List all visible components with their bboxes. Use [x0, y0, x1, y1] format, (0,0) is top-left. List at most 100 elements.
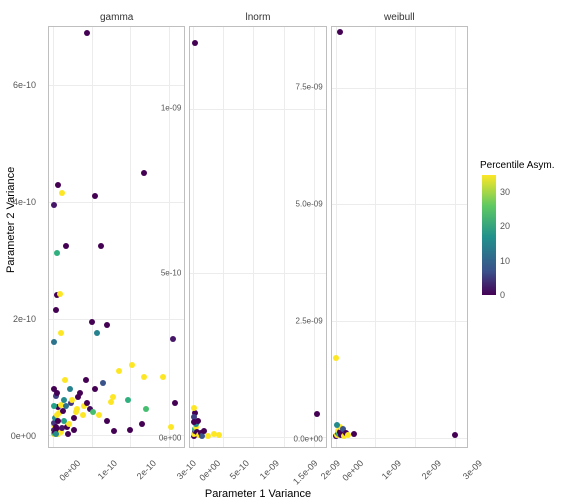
x-tick-label: 5e-10 [228, 458, 251, 481]
scatter-point [53, 424, 59, 430]
scatter-point [160, 374, 166, 380]
colorbar-tick: 10 [500, 256, 510, 266]
scatter-point [129, 362, 135, 368]
y-tick-label: 6e-10 [13, 80, 36, 90]
grid-vertical [253, 27, 254, 447]
scatter-point [116, 368, 122, 374]
facets-container: gamma0e+002e-104e-106e-100e+001e-102e-10… [48, 10, 468, 448]
scatter-point [314, 411, 320, 417]
grid-vertical [169, 27, 170, 447]
y-tick-label: 2e-10 [13, 314, 36, 324]
scatter-point [55, 182, 61, 188]
x-tick-label: 1e-10 [96, 458, 119, 481]
scatter-point [57, 291, 63, 297]
x-tick-label: 3e-10 [174, 458, 197, 481]
scatter-point [54, 250, 60, 256]
grid-horizontal [332, 438, 467, 439]
x-axis-label: Parameter 1 Variance [48, 488, 468, 500]
scatter-point [80, 412, 86, 418]
scatter-point [83, 377, 89, 383]
facet-gamma: gamma0e+002e-104e-106e-100e+001e-102e-10… [48, 10, 185, 448]
scatter-point [191, 419, 197, 425]
scatter-point [94, 330, 100, 336]
chart-area: gamma0e+002e-104e-106e-100e+001e-102e-10… [48, 10, 468, 448]
scatter-point [51, 403, 57, 409]
scatter-point [141, 374, 147, 380]
colorbar-gradient [482, 175, 496, 295]
scatter-point [337, 29, 343, 35]
x-tick-label: 1.5e-09 [291, 458, 320, 487]
x-tick-label: 3e-09 [461, 458, 484, 481]
scatter-point [67, 386, 73, 392]
x-tick-label: 2e-09 [319, 458, 342, 481]
panel [48, 26, 185, 448]
scatter-point [139, 421, 145, 427]
colorbar-tick: 30 [500, 187, 510, 197]
scatter-point [125, 397, 131, 403]
scatter-point [65, 431, 71, 437]
scatter-point [51, 202, 57, 208]
x-tick-label: 1e-09 [258, 458, 281, 481]
x-tick-label: 0e+00 [57, 458, 82, 483]
grid-vertical [193, 27, 194, 447]
grid-horizontal [332, 321, 467, 322]
colorbar-tick: 20 [500, 221, 510, 231]
facet-title: gamma [48, 10, 185, 26]
panel [331, 26, 468, 448]
scatter-point [53, 431, 59, 437]
scatter-point [333, 355, 339, 361]
y-tick-label: 7.5e-09 [296, 82, 323, 91]
scatter-point [100, 380, 106, 386]
scatter-point [110, 394, 116, 400]
grid-vertical [130, 27, 131, 447]
x-tick-label: 0e+00 [198, 458, 223, 483]
scatter-point [89, 319, 95, 325]
grid-vertical [415, 27, 416, 447]
grid-horizontal [332, 204, 467, 205]
scatter-point [62, 377, 68, 383]
y-tick-label: 2.5e-09 [296, 317, 323, 326]
panel-wrap: 0e+002e-104e-106e-100e+001e-102e-103e-10 [48, 26, 185, 448]
facet-title: lnorm [189, 10, 326, 26]
scatter-point [51, 339, 57, 345]
scatter-point [71, 427, 77, 433]
facet-title: weibull [331, 10, 468, 26]
grid-horizontal [49, 202, 184, 203]
scatter-point [96, 412, 102, 418]
scatter-point [71, 415, 77, 421]
scatter-point [98, 243, 104, 249]
y-axis-label: Parameter 2 Variance [4, 10, 18, 430]
scatter-point [216, 432, 222, 438]
panel-wrap: 0.0e+002.5e-095.0e-097.5e-090e+001e-092e… [331, 26, 468, 448]
scatter-point [63, 403, 69, 409]
grid-vertical [223, 27, 224, 447]
scatter-point [58, 330, 64, 336]
y-tick-label: 5e-10 [161, 269, 181, 278]
x-tick-label: 0e+00 [340, 458, 365, 483]
legend-title: Percentile Asym. [480, 160, 570, 171]
grid-vertical [284, 27, 285, 447]
y-tick-label: 4e-10 [13, 197, 36, 207]
scatter-point [111, 428, 117, 434]
scatter-point [104, 418, 110, 424]
grid-vertical [92, 27, 93, 447]
y-tick-label: 5.0e-09 [296, 200, 323, 209]
scatter-point [92, 193, 98, 199]
y-tick-label: 0e+00 [159, 434, 181, 443]
scatter-point [127, 427, 133, 433]
grid-horizontal [49, 319, 184, 320]
scatter-point [191, 405, 197, 411]
grid-horizontal [49, 85, 184, 86]
scatter-point [63, 243, 69, 249]
y-tick-label: 1e-09 [161, 104, 181, 113]
scatter-point [75, 394, 81, 400]
scatter-point [66, 421, 72, 427]
scatter-point [104, 322, 110, 328]
legend: Percentile Asym. 0102030 [480, 160, 570, 295]
colorbar: 0102030 [482, 175, 496, 295]
grid-horizontal [190, 273, 325, 274]
grid-vertical [375, 27, 376, 447]
scatter-point [334, 422, 340, 428]
scatter-point [55, 418, 61, 424]
scatter-point [172, 400, 178, 406]
